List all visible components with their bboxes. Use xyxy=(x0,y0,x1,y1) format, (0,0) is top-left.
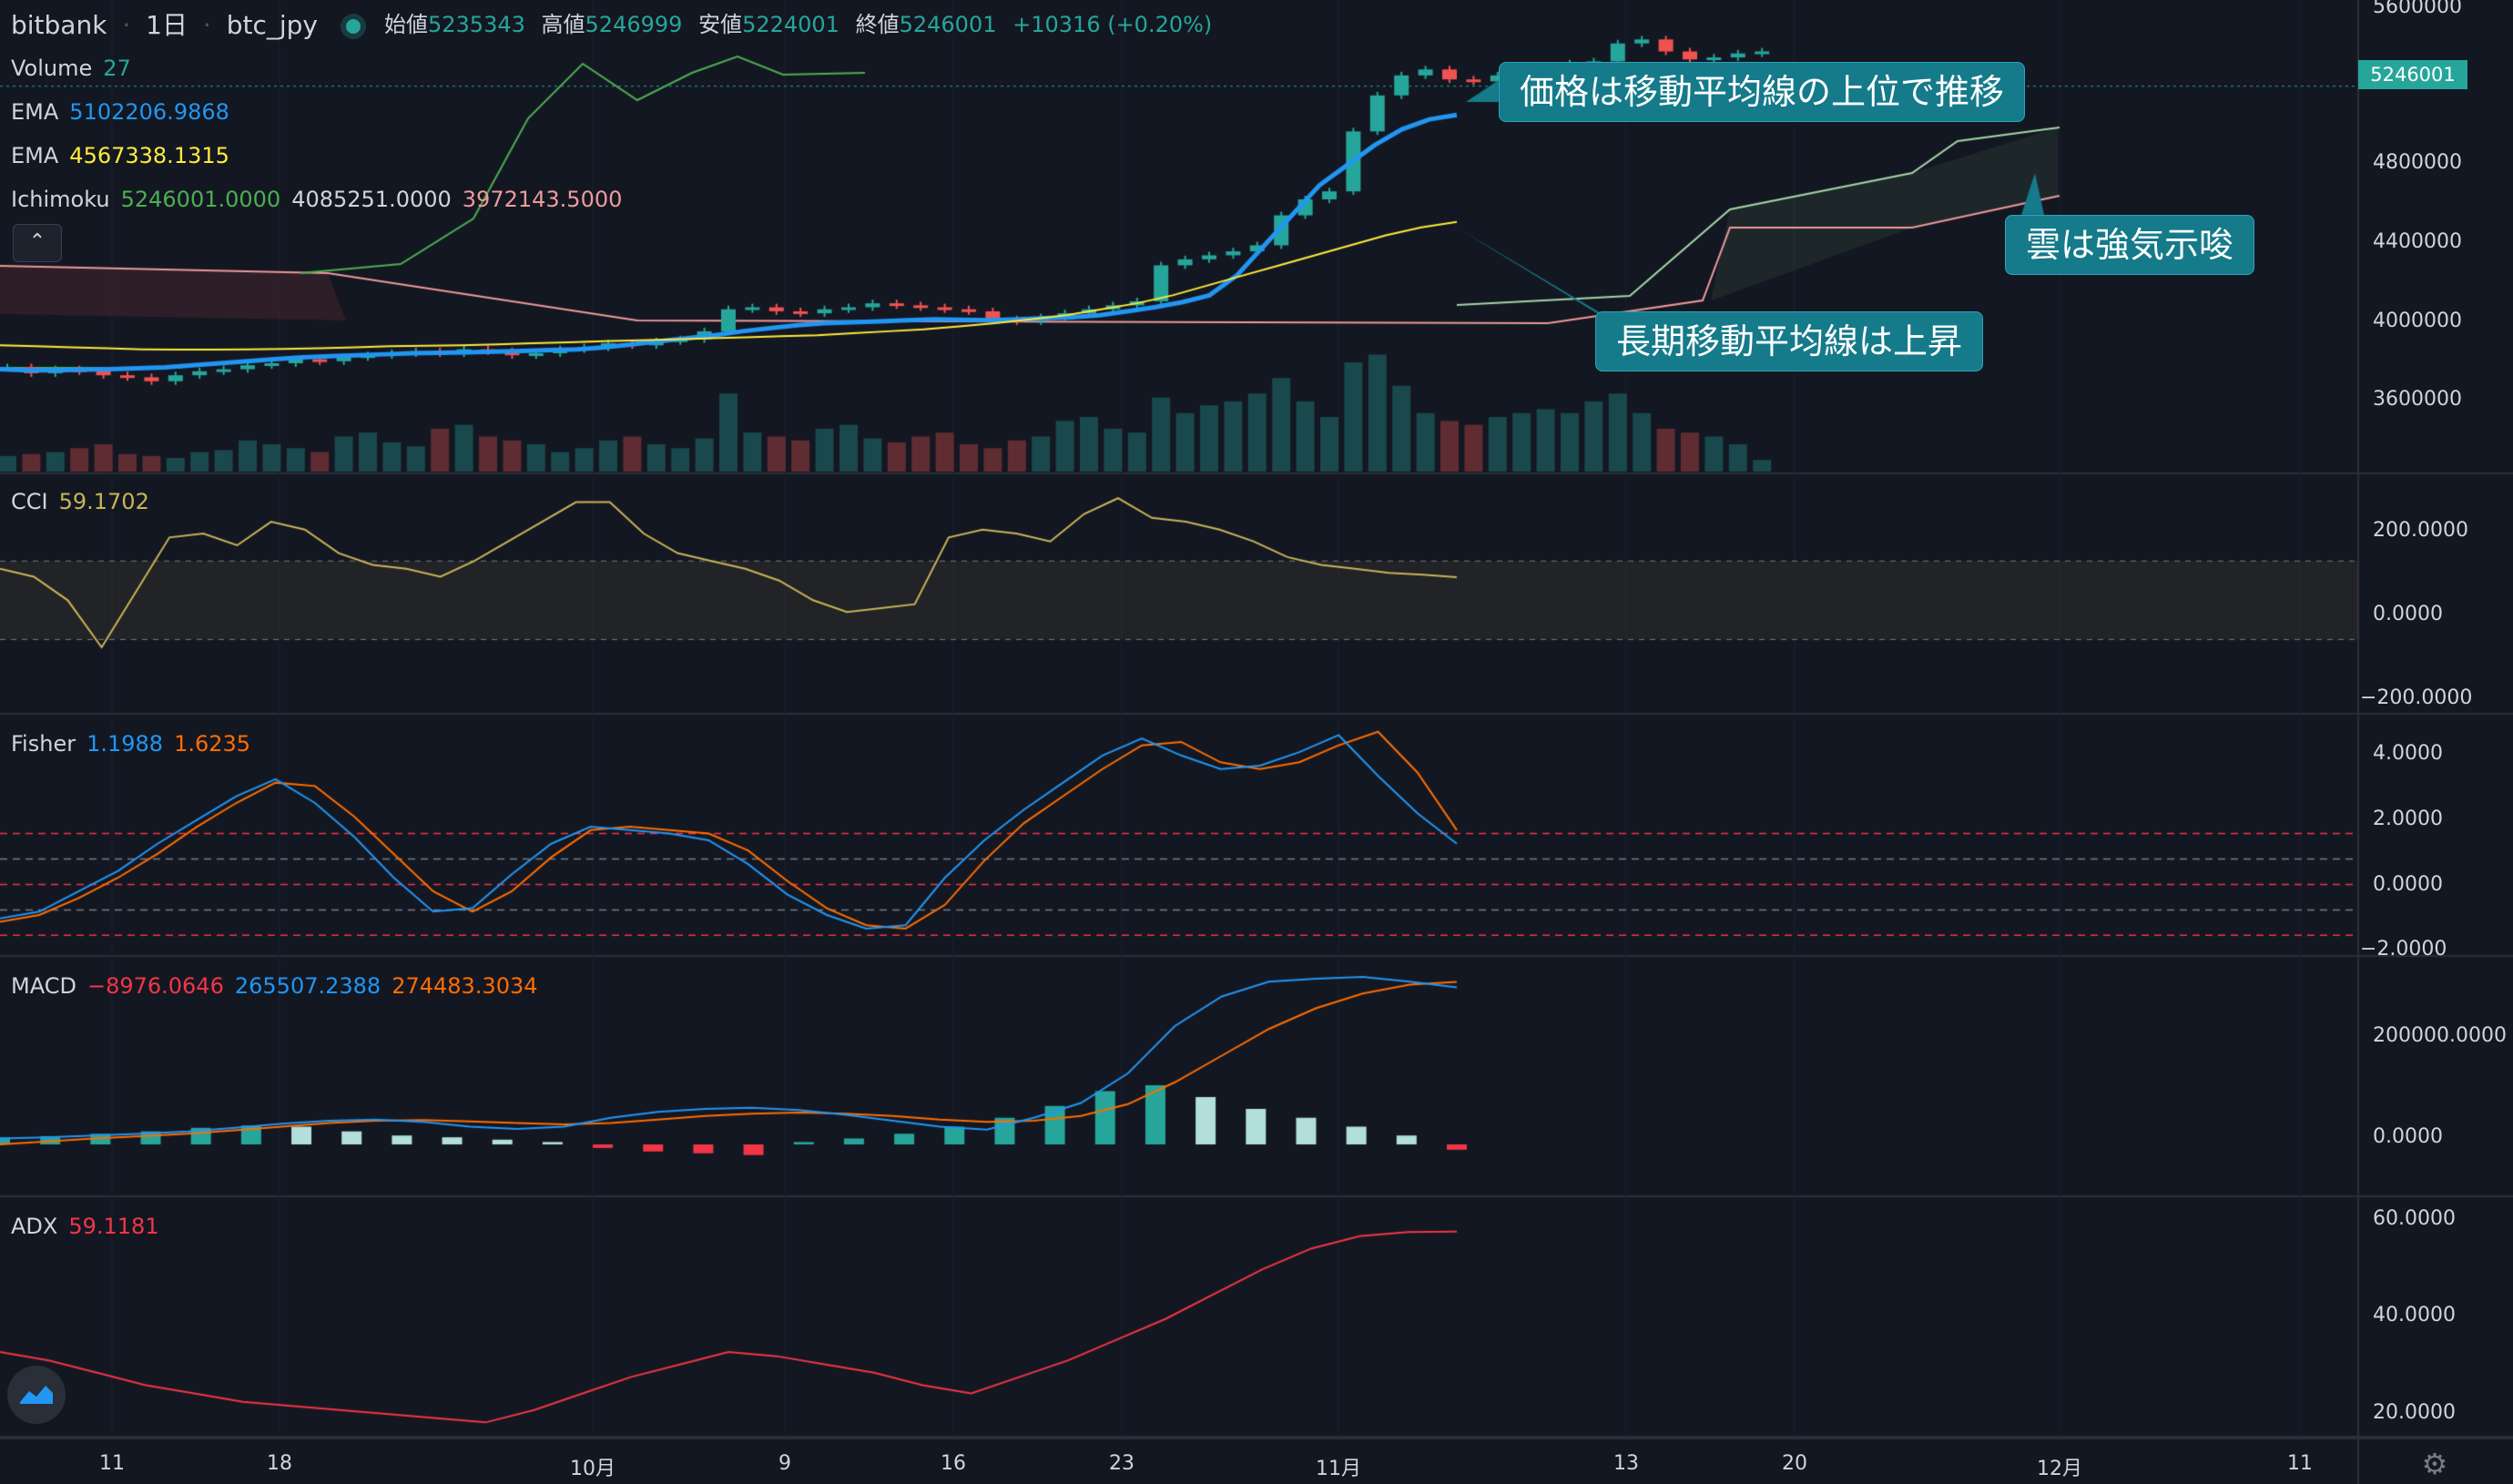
fisher-value-1: 1.1988 xyxy=(86,731,164,757)
gear-icon[interactable]: ⚙ xyxy=(2421,1447,2448,1481)
price-axis-label: 3600000 xyxy=(2373,388,2462,411)
macd-legend[interactable]: MACD −8976.0646 265507.2388 274483.3034 xyxy=(11,972,549,1000)
price-axis-label: 4800000 xyxy=(2373,151,2462,174)
interval[interactable]: 1日 xyxy=(146,10,188,40)
ohlc-legend: 始値5235343 高値5246999 安値5224001 終値5246001 … xyxy=(384,11,1212,38)
ichimoku-value-2: 4085251.0000 xyxy=(291,187,452,212)
ema-fast-label[interactable]: EMA xyxy=(11,99,59,125)
time-axis-label: 18 xyxy=(267,1452,292,1475)
fisher-axis-label: 0.0000 xyxy=(2373,873,2443,896)
macd-value-2: 265507.2388 xyxy=(234,973,382,999)
chevron-up-icon: ⌃ xyxy=(28,230,46,253)
close-value: 5246001 xyxy=(899,12,997,37)
fisher-axis-label: 4.0000 xyxy=(2373,742,2443,765)
time-axis-label: 12月 xyxy=(2037,1458,2082,1480)
time-axis-label: 11月 xyxy=(1316,1458,1361,1480)
cci-label[interactable]: CCI xyxy=(11,489,48,514)
ichimoku-legend[interactable]: Ichimoku 5246001.0000 4085251.0000 3972143.… xyxy=(11,186,633,213)
close-label: 終値 xyxy=(855,12,900,37)
open-label: 始値 xyxy=(384,12,428,37)
adx-axis-label: 40.0000 xyxy=(2373,1304,2456,1326)
ema-fast-value: 5102206.9868 xyxy=(69,99,229,125)
time-axis-label: 23 xyxy=(1109,1452,1134,1475)
time-axis-label: 11 xyxy=(99,1452,125,1475)
macd-axis-label: 0.0000 xyxy=(2373,1125,2443,1148)
volume-label[interactable]: Volume xyxy=(11,56,93,81)
cci-axis-label: −200.0000 xyxy=(2360,686,2473,709)
cci-axis-label: 200.0000 xyxy=(2373,519,2468,542)
tradingview-logo-icon[interactable] xyxy=(7,1366,66,1424)
macd-axis-label: 200000.0000 xyxy=(2373,1024,2507,1047)
price-axis-label: 4000000 xyxy=(2373,310,2462,332)
low-label: 安値 xyxy=(698,12,743,37)
low-value: 5224001 xyxy=(742,12,839,37)
ichimoku-value-3: 3972143.5000 xyxy=(462,187,623,212)
macd-label[interactable]: MACD xyxy=(11,973,76,999)
market-status-icon xyxy=(345,19,361,34)
callout-cloud-bullish[interactable]: 雲は強気示唆 xyxy=(2005,215,2255,275)
callout-long-ma-rising[interactable]: 長期移動平均線は上昇 xyxy=(1595,311,1984,371)
macd-value-1: −8976.0646 xyxy=(86,973,224,999)
change-value: +10316 (+0.20%) xyxy=(1012,12,1213,37)
cci-value: 59.1702 xyxy=(58,489,149,514)
time-axis-label: 10月 xyxy=(570,1458,616,1480)
symbol-header[interactable]: bitbank · 1日 · btc_jpy xyxy=(11,9,361,42)
adx-value: 59.1181 xyxy=(68,1214,159,1239)
adx-axis-label: 20.0000 xyxy=(2373,1401,2456,1424)
macd-value-3: 274483.3034 xyxy=(392,973,538,999)
volume-value: 27 xyxy=(103,56,131,81)
adx-label[interactable]: ADX xyxy=(11,1214,58,1239)
ema-slow-legend[interactable]: EMA 4567338.1315 xyxy=(11,142,240,169)
symbol-name[interactable]: bitbank xyxy=(11,10,107,40)
time-axis-label: 20 xyxy=(1782,1452,1807,1475)
time-axis-label: 16 xyxy=(941,1452,966,1475)
collapse-legend-button[interactable]: ⌃ xyxy=(13,224,62,262)
time-axis-label: 9 xyxy=(778,1452,791,1475)
adx-legend[interactable]: ADX 59.1181 xyxy=(11,1213,170,1240)
time-axis-label: 13 xyxy=(1613,1452,1639,1475)
ema-slow-value: 4567338.1315 xyxy=(69,143,229,168)
high-value: 5246999 xyxy=(585,12,683,37)
adx-axis-label: 60.0000 xyxy=(2373,1207,2456,1230)
time-axis-label: 11 xyxy=(2287,1452,2313,1475)
fisher-axis-label: 2.0000 xyxy=(2373,808,2443,830)
cci-axis-label: 0.0000 xyxy=(2373,603,2443,625)
fisher-label[interactable]: Fisher xyxy=(11,731,76,757)
ichimoku-value-1: 5246001.0000 xyxy=(120,187,281,212)
high-label: 高値 xyxy=(541,12,585,37)
price-axis-label: 4400000 xyxy=(2373,230,2462,253)
ema-slow-label[interactable]: EMA xyxy=(11,143,59,168)
ichimoku-label[interactable]: Ichimoku xyxy=(11,187,110,212)
open-value: 5235343 xyxy=(428,12,525,37)
fisher-axis-label: −2.0000 xyxy=(2360,938,2447,958)
fisher-legend[interactable]: Fisher 1.1988 1.6235 xyxy=(11,730,261,757)
cci-legend[interactable]: CCI 59.1702 xyxy=(11,488,160,515)
price-axis-label: 5600000 xyxy=(2373,0,2462,18)
pair-name[interactable]: btc_jpy xyxy=(226,10,318,40)
volume-legend[interactable]: Volume 27 xyxy=(11,55,142,82)
callout-price-above-ma[interactable]: 価格は移動平均線の上位で推移 xyxy=(1499,62,2026,122)
ema-fast-legend[interactable]: EMA 5102206.9868 xyxy=(11,98,240,126)
fisher-value-2: 1.6235 xyxy=(174,731,251,757)
current-price-tag: 5246001 xyxy=(2358,60,2467,89)
